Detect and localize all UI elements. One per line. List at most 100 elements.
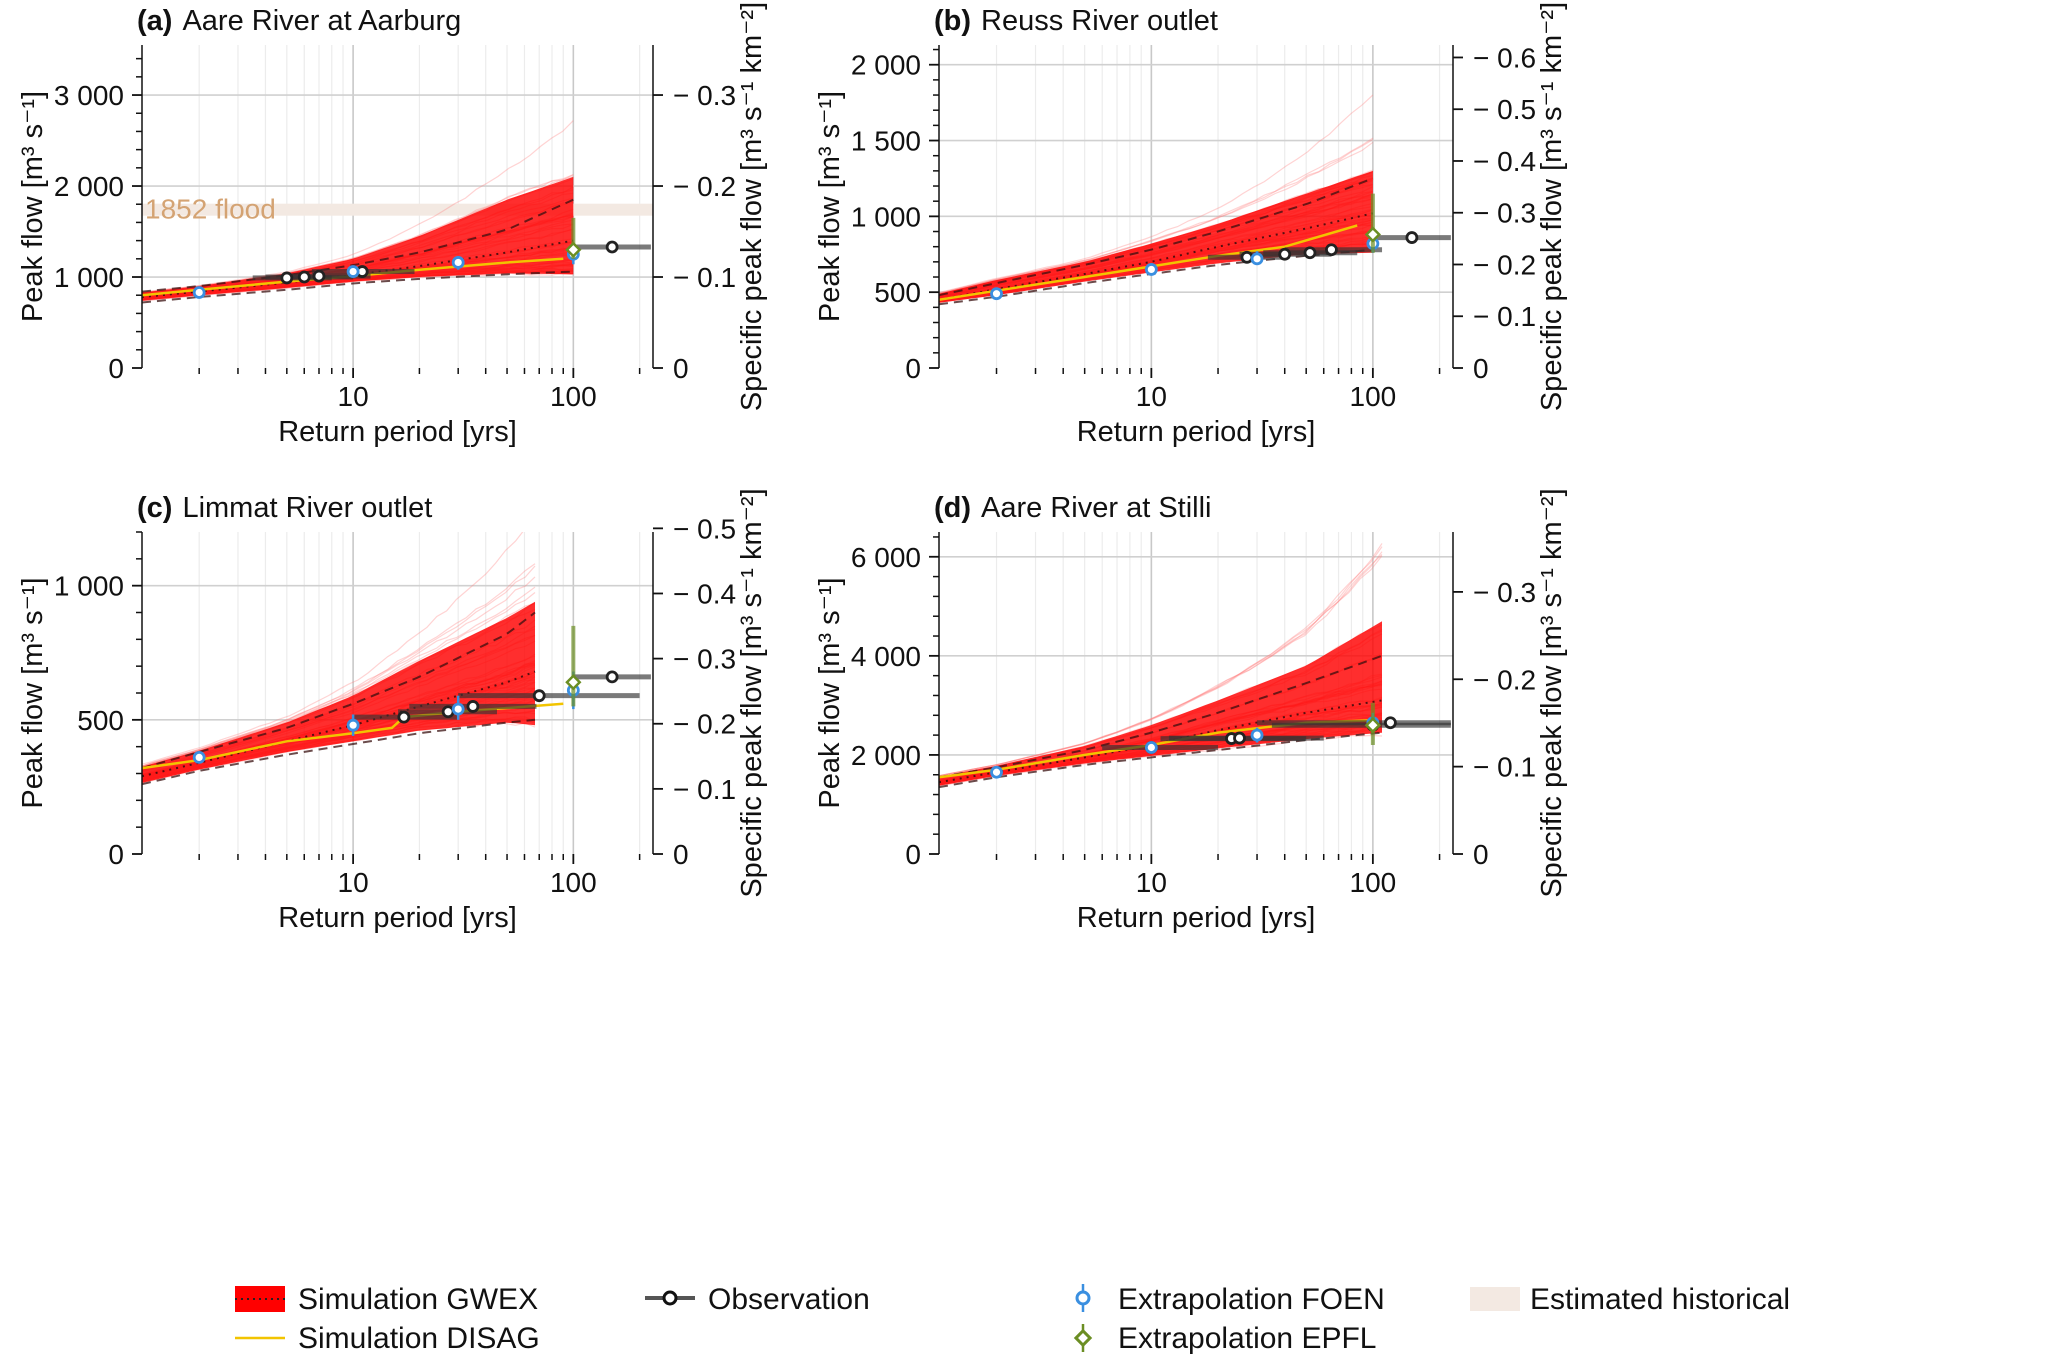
legend-label-historical: Estimated historical [1530,1283,1790,1316]
x-axis: 10 100 [198,368,641,412]
x-tick-label: 100 [550,381,597,412]
legend-item-observation: Observation [645,1283,870,1316]
left-axis: 0 2 000 4 000 6 000 [851,532,940,870]
observation-point [1384,716,1397,730]
legend-label-foen: Extrapolation FOEN [1118,1283,1385,1316]
observation-point [397,710,411,724]
y-axis-label: Peak flow [m³ s⁻¹] [17,91,49,322]
y-tick-label: 2 000 [851,50,921,81]
historical-label: 1852 flood [145,194,276,225]
foen-point [192,286,206,299]
x-axis-label: Return period [yrs] [1077,416,1316,448]
gwex-trace [939,555,1383,777]
observation-point [297,270,311,284]
y2-tick-label: − 0.5 [1473,94,1536,125]
x-tick-label: 10 [1136,867,1167,898]
legend-label-gwex: Simulation GWEX [298,1283,538,1316]
epfl-point [565,674,582,691]
x-axis: 10 100 [995,854,1441,898]
epfl-extrapolations [565,625,582,707]
gwex-trace [939,141,1374,294]
panel-title: (a) Aare River at Aarburg [137,5,461,37]
panel-title-text: Aare River at Stilli [981,492,1211,524]
y-tick-label: 0 [905,353,921,384]
y2-tick-label: − 0.2 [673,709,736,740]
gwex-trace [142,532,524,765]
observation-point [1240,250,1254,264]
observation-point [441,705,455,719]
y2-tick-label: − 0.2 [1473,664,1536,695]
legend-item-disag: Simulation DISAG [235,1322,540,1355]
gwex-trace [939,551,1383,777]
beige-patch-icon [1470,1287,1520,1311]
y-tick-label: 0 [905,839,921,870]
x-tick-label: 10 [338,381,369,412]
y-tick-label: 1 000 [54,262,124,293]
observations [1102,716,1451,754]
legend: Simulation GWEX Simulation DISAG Observa… [235,1283,1790,1355]
y2-tick-label: − 0.2 [673,171,736,202]
y-tick-label: 500 [77,705,124,736]
y2-tick-label: − 0.6 [1473,42,1536,73]
legend-label-epfl: Extrapolation EPFL [1118,1322,1376,1355]
observation-point [605,240,619,254]
y2-tick-label: − 0.4 [673,578,736,609]
y2-tick-label: − 0.1 [673,774,736,805]
x-axis: 10 100 [995,368,1441,412]
y-tick-label: 0 [108,839,124,870]
y-tick-label: 4 000 [851,641,921,672]
blue-errorbar-icon [1075,1284,1091,1312]
panel-letter: (a) [137,5,172,37]
gwex-trace [142,565,536,767]
observation-point [605,670,619,684]
x-axis-label: Return period [yrs] [278,416,517,448]
x-axis-label: Return period [yrs] [278,902,517,934]
y-tick-label: 1 500 [851,126,921,157]
gwex-band [939,170,1373,303]
observation-point [280,271,294,285]
y-tick-label: 3 000 [54,80,124,111]
observation-point [466,700,480,713]
green-errorbar-icon [1073,1324,1093,1352]
gwex-trace [939,94,1374,294]
gwex-band [142,176,574,301]
gwex-trace [142,592,536,768]
epfl-point [1364,717,1382,734]
y-tick-label: 2 000 [54,171,124,202]
legend-item-gwex: Simulation GWEX [235,1283,538,1316]
observation-marker-icon [645,1290,695,1306]
panel-c: 0 500 1 000 0 − 0.1 − 0.2 − 0.3 − 0.4 − 0.5 10 100… [17,488,768,934]
observation-point [1233,731,1246,745]
grid [939,45,1453,368]
observation-point [532,689,546,703]
panel-title-text: Aare River at Aarburg [182,5,461,37]
plot-area [939,543,1383,789]
x-tick-label: 100 [550,867,597,898]
gwex-trace [939,546,1383,777]
y-axis-label: Peak flow [m³ s⁻¹] [814,577,846,808]
y2-tick-label: − 0.1 [1473,301,1536,332]
foen-point [346,265,360,278]
panel-letter: (c) [137,492,172,524]
y-tick-label: 1 000 [54,571,124,602]
y2-tick-label: 0 [673,353,689,384]
y2-tick-label: − 0.5 [673,513,736,544]
legend-label-disag: Simulation DISAG [298,1322,540,1355]
epfl-point [1364,226,1382,243]
gwex-lower-quantile [142,270,574,304]
foen-point [451,256,465,269]
x-tick-label: 10 [338,867,369,898]
panel-letter: (d) [934,492,971,524]
gwex-band [939,621,1382,786]
red-band-icon [235,1286,285,1312]
y-tick-label: 0 [108,353,124,384]
observation-point [312,269,326,283]
epfl-point [565,241,582,258]
legend-item-epfl: Extrapolation EPFL [1073,1322,1376,1355]
left-axis: 0 500 1 000 [54,531,143,870]
observation-point [1325,243,1338,257]
foen-point [990,287,1003,301]
legend-item-historical: Estimated historical [1470,1283,1790,1316]
y-tick-label: 2 000 [851,740,921,771]
gwex-trace [939,543,1383,777]
